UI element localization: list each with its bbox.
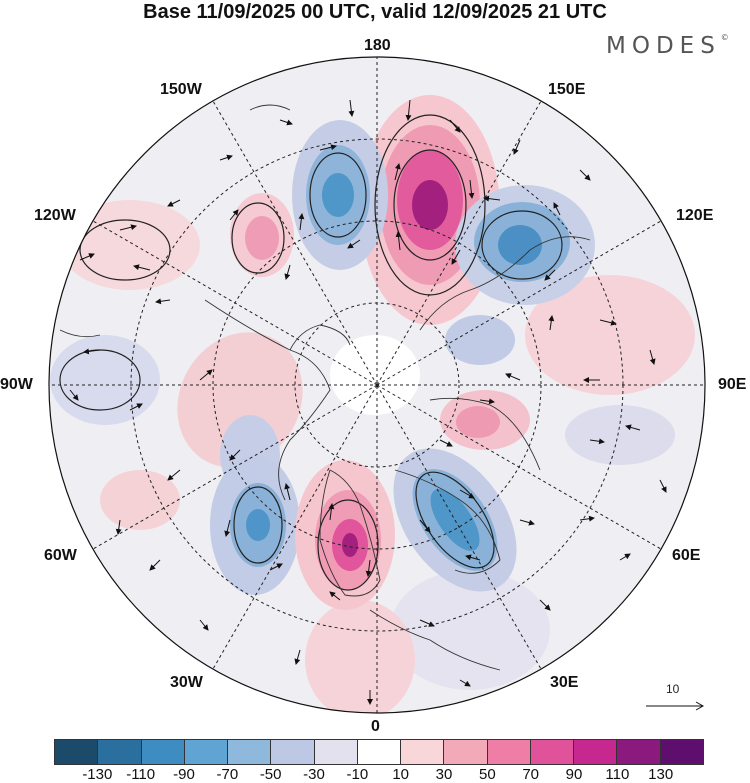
patch-s-negative <box>390 570 550 690</box>
high-siberia-core <box>456 406 500 438</box>
colorbar-cell <box>487 740 531 764</box>
map-border <box>48 56 706 714</box>
colorbar-tick-label: -50 <box>259 766 282 783</box>
lon-label-90e: 90E <box>718 376 747 393</box>
logo-text: MODES <box>606 33 721 59</box>
colorbar-tick-label: -110 <box>126 766 156 783</box>
vector-scale: 10 <box>640 682 710 712</box>
low-east-siberia-core <box>498 225 542 265</box>
lon-label-30w: 30W <box>170 674 203 691</box>
colorbar-tick-label: -70 <box>216 766 239 783</box>
lon-label-120e: 120E <box>676 207 714 224</box>
colorbar-tick-label: -30 <box>303 766 325 783</box>
colorbar-cell <box>184 740 229 764</box>
vector-scale-arrow <box>646 701 705 711</box>
colorbar-cell <box>357 740 402 764</box>
map-title: Base 11/09/2025 00 UTC, valid 12/09/2025… <box>143 1 607 23</box>
colorbar-cell <box>141 740 185 764</box>
high-pacific-east-core <box>412 180 448 230</box>
coastlines <box>59 104 591 671</box>
low-pacific-west-core <box>322 173 354 217</box>
colorbar-cell <box>228 740 272 764</box>
pole-area <box>330 335 420 415</box>
patch-s-positive <box>305 600 415 713</box>
high-greenland-core <box>342 533 358 557</box>
colorbar <box>54 739 704 765</box>
lon-label-120w: 120W <box>34 207 76 224</box>
patch-e-positive <box>525 275 695 395</box>
colorbar-cell <box>530 740 575 764</box>
graticule <box>49 57 705 713</box>
colorbar-tick-label: -130 <box>82 766 113 783</box>
colorbar-cell <box>444 740 488 764</box>
low-atlantic-west-core <box>246 509 270 541</box>
lon-label-30e: 30E <box>550 674 579 691</box>
anomaly-field <box>49 57 705 713</box>
colorbar-cell <box>271 740 315 764</box>
modes-logo: MODES© <box>606 33 729 59</box>
patch-e-negative <box>565 405 675 465</box>
colorbar-tick-label: 50 <box>478 766 496 783</box>
lon-label-60w: 60W <box>44 547 77 564</box>
colorbar-tick-label: 70 <box>522 766 539 783</box>
colorbar-cell <box>401 740 445 764</box>
lon-label-150w: 150W <box>160 81 202 98</box>
colorbar-cell <box>55 740 99 764</box>
colorbar-cell <box>314 740 358 764</box>
colorbar-tick-label: 90 <box>565 766 583 783</box>
colorbar-cell <box>660 740 703 764</box>
vector-scale-value: 10 <box>666 682 680 696</box>
colorbar-cell <box>617 740 661 764</box>
lon-label-60e: 60E <box>672 547 701 564</box>
wind-vectors <box>69 99 667 705</box>
low-east-siberia-tail <box>445 315 515 365</box>
low-scandinavia-core <box>430 489 480 551</box>
patch-w-negative <box>50 335 160 425</box>
colorbar-tick-label: -10 <box>346 766 369 783</box>
colorbar-tick-label: 30 <box>435 766 453 783</box>
lon-label-150e: 150E <box>548 81 586 98</box>
colorbar-cell <box>98 740 142 764</box>
lon-label-0: 0 <box>371 718 380 735</box>
colorbar-cell <box>574 740 618 764</box>
lon-label-90w: 90W <box>0 376 33 393</box>
colorbar-tick-label: 10 <box>392 766 409 783</box>
lon-label-180: 180 <box>364 37 391 54</box>
patch-sw-positive <box>100 470 180 530</box>
colorbar-tick-label: 130 <box>648 766 674 783</box>
colorbar-ticks: -130 -110 -90 -70 -50 -30 -10 10 30 50 70 90 110 130 <box>0 766 750 783</box>
contour-lines <box>59 114 563 591</box>
logo-mark: © <box>720 33 729 42</box>
high-north-america-core <box>245 216 279 260</box>
colorbar-tick-label: -90 <box>173 766 195 783</box>
colorbar-tick-label: 110 <box>605 766 630 783</box>
